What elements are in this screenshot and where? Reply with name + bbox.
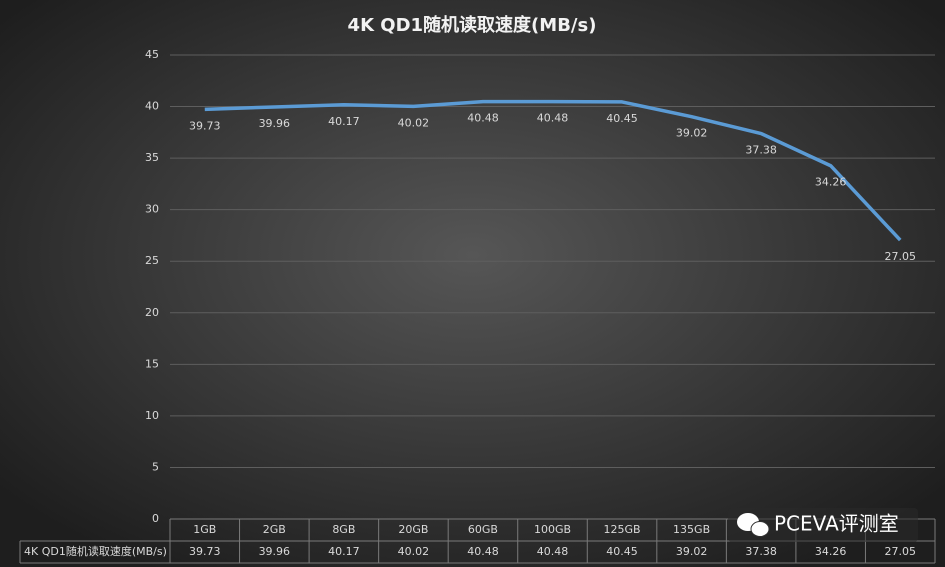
y-tick-label: 5 xyxy=(152,460,159,473)
data-label: 40.45 xyxy=(606,112,638,125)
y-tick-label: 15 xyxy=(145,357,159,370)
table-value: 40.45 xyxy=(606,545,638,558)
data-label: 40.02 xyxy=(398,116,430,129)
legend-label: 4K QD1随机读取速度(MB/s) xyxy=(24,544,167,558)
table-value: 39.96 xyxy=(259,545,291,558)
y-tick-label: 30 xyxy=(145,203,159,216)
table-value: 39.02 xyxy=(676,545,708,558)
plot-area: 0 5 10 15 20 25 30 35 40 45 39.73 39.96 40.17 40.02 40… xyxy=(19,48,936,564)
data-label: 39.02 xyxy=(676,127,708,140)
y-tick-label: 25 xyxy=(145,254,159,267)
data-label: 40.17 xyxy=(328,115,360,128)
x-tick-label: 20GB xyxy=(398,523,428,536)
data-label: 37.38 xyxy=(745,144,777,157)
chart-title: 4K QD1随机读取速度(MB/s) xyxy=(348,14,597,36)
y-tick-label: 35 xyxy=(145,151,159,164)
data-label: 34.26 xyxy=(815,176,847,189)
x-tick-label: 60GB xyxy=(468,523,498,536)
x-tick-label: 135GB xyxy=(673,523,710,536)
table-value: 37.38 xyxy=(745,545,777,558)
data-label: 40.48 xyxy=(537,112,569,125)
y-tick-label: 10 xyxy=(145,409,159,422)
table-value: 40.48 xyxy=(537,545,569,558)
data-label: 27.05 xyxy=(884,250,916,263)
wechat-icon xyxy=(750,521,770,537)
series-line xyxy=(204,99,902,242)
y-tick-label: 20 xyxy=(145,306,159,319)
x-tick-label: 125GB xyxy=(604,523,641,536)
data-label: 39.96 xyxy=(259,117,291,130)
table-value: 39.73 xyxy=(189,545,221,558)
y-tick-label: 0 xyxy=(152,512,159,525)
x-tick-label: 8GB xyxy=(332,523,355,536)
data-label: 40.48 xyxy=(467,112,499,125)
y-tick-label: 45 xyxy=(145,48,159,61)
x-tick-label: 100GB xyxy=(534,523,571,536)
y-tick-label: 40 xyxy=(145,100,159,113)
x-tick-label: 2GB xyxy=(263,523,286,536)
watermark-text: PCEVA评测室 xyxy=(774,512,899,536)
table-value: 34.26 xyxy=(815,545,847,558)
watermark: PCEVA评测室 xyxy=(728,508,918,542)
data-label: 39.73 xyxy=(189,119,221,132)
x-tick-label: 1GB xyxy=(193,523,216,536)
table-value: 40.02 xyxy=(398,545,430,558)
table-value: 40.48 xyxy=(467,545,499,558)
watermark-bg xyxy=(728,508,918,542)
table-value: 27.05 xyxy=(884,545,916,558)
table-value: 40.17 xyxy=(328,545,360,558)
